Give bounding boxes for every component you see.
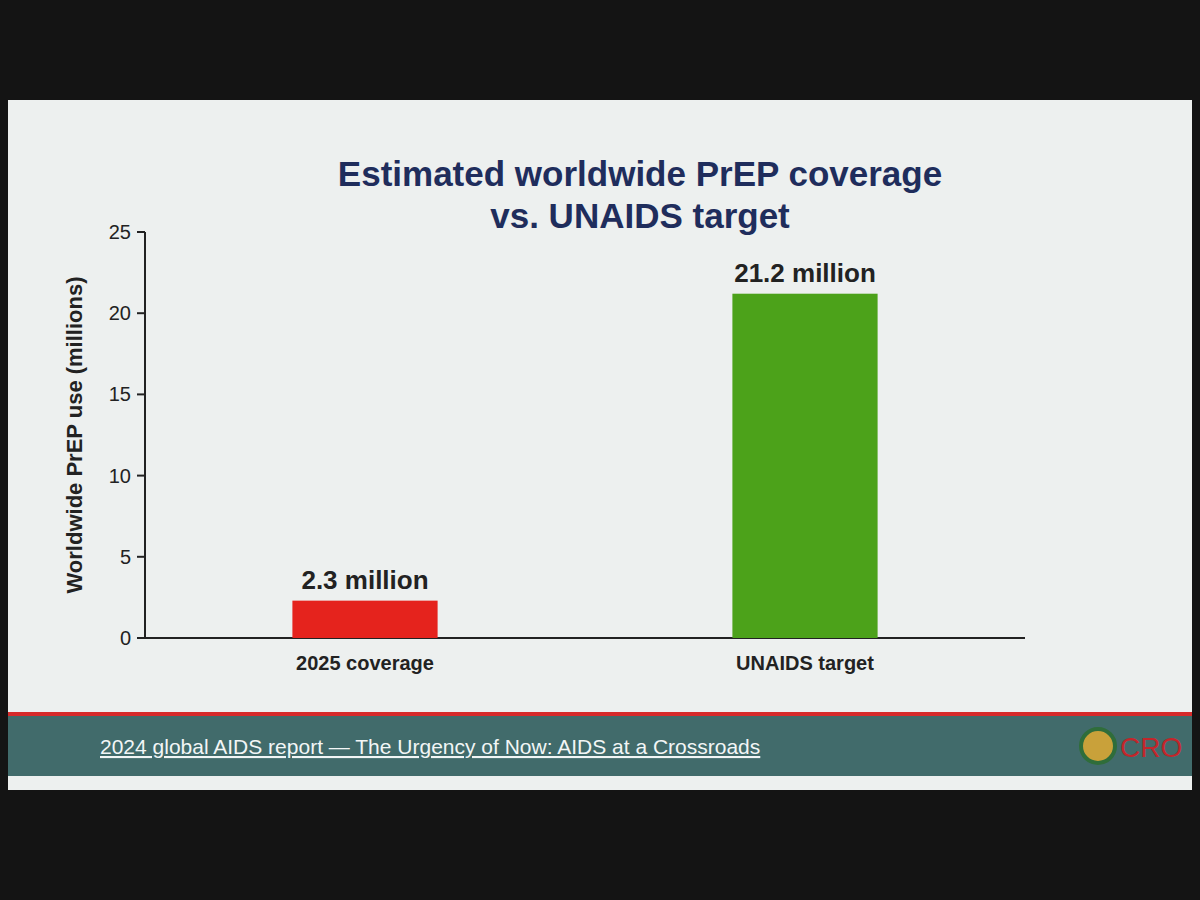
y-tick — [137, 637, 145, 639]
room-background — [0, 0, 1200, 900]
logo-emblem — [1081, 729, 1115, 763]
bars — [292, 294, 877, 638]
data-label: 21.2 million — [734, 258, 876, 288]
x-tick-label: UNAIDS target — [736, 652, 874, 674]
y-tick-label: 25 — [109, 221, 131, 243]
footer-band — [8, 716, 1192, 776]
title-line: Estimated worldwide PrEP coverage — [338, 154, 942, 193]
y-tick — [137, 475, 145, 477]
footer-rule — [8, 712, 1192, 716]
x-axis-line — [145, 637, 1025, 639]
y-axis: 0 5 10 15 20 25 — [109, 221, 1025, 649]
y-tick-label: 5 — [120, 546, 131, 568]
y-tick — [137, 556, 145, 558]
logo-text: CRO — [1120, 732, 1182, 763]
y-tick — [137, 312, 145, 314]
y-tick-label: 10 — [109, 465, 131, 487]
y-tick — [137, 231, 145, 233]
y-tick — [137, 393, 145, 395]
chart-title: Estimated worldwide PrEP coveragevs. UNA… — [338, 154, 942, 235]
y-tick-label: 20 — [109, 302, 131, 324]
bar — [732, 294, 877, 638]
bar — [292, 601, 437, 638]
y-axis-title: Worldwide PrEP use (millions) — [62, 276, 87, 593]
y-axis-line — [144, 232, 146, 638]
data-label: 2.3 million — [301, 565, 428, 595]
x-tick-label: 2025 coverage — [296, 652, 434, 674]
source-text: 2024 global AIDS report — The Urgency of… — [100, 735, 760, 758]
slide — [8, 100, 1192, 790]
chart-root: Estimated worldwide PrEP coveragevs. UNA… — [0, 0, 1200, 900]
y-tick-label: 0 — [120, 627, 131, 649]
title-line: vs. UNAIDS target — [490, 196, 790, 235]
y-tick-label: 15 — [109, 383, 131, 405]
